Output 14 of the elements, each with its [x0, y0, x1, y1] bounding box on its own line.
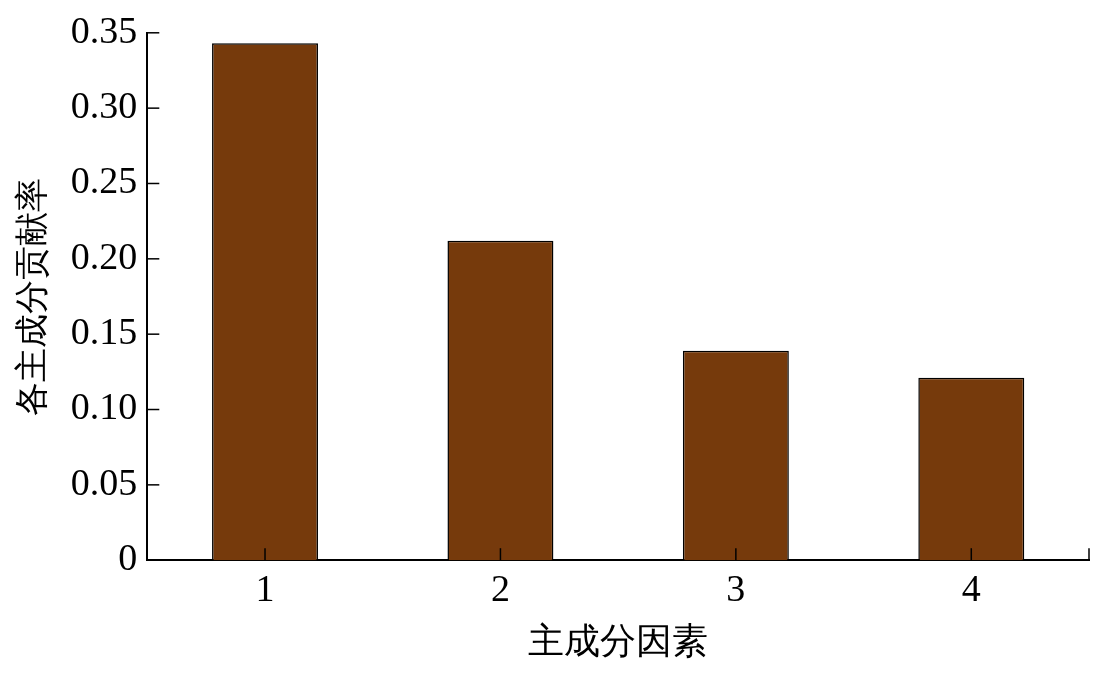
x-tick-label: 2: [490, 566, 510, 609]
y-tick-label: 0.10: [70, 385, 138, 428]
y-axis-title: 各主成分贡献率: [11, 177, 52, 416]
x-tick-label: 4: [961, 566, 981, 609]
x-tick-label: 3: [726, 566, 746, 609]
y-tick-label: 0.05: [70, 460, 138, 503]
y-tick-label: 0.30: [70, 84, 138, 127]
x-axis-title: 主成分因素: [528, 619, 709, 661]
y-tick-label: 0.20: [70, 234, 138, 277]
y-tick-label: 0.35: [70, 8, 138, 51]
y-tick-label: 0.25: [70, 159, 138, 202]
x-tick-label: 1: [255, 566, 275, 609]
y-tick-label: 0.15: [70, 310, 138, 353]
y-tick-label: 0: [118, 536, 138, 579]
